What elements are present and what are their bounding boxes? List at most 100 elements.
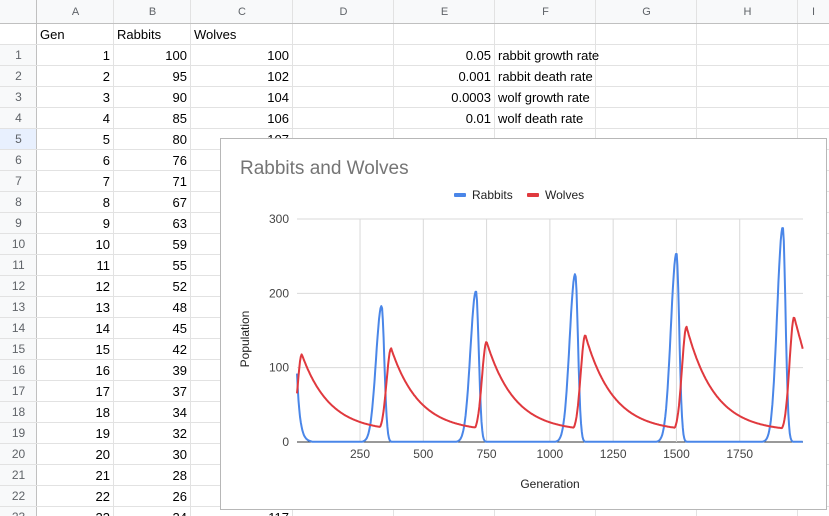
cell-gen[interactable]: 19 bbox=[95, 426, 110, 441]
cell-rabbits[interactable]: 24 bbox=[114, 507, 190, 516]
row-header[interactable]: 4 bbox=[0, 108, 37, 129]
row-header[interactable]: 3 bbox=[0, 87, 37, 108]
y-tick-label: 100 bbox=[269, 361, 289, 375]
cell-wolves[interactable]: 100 bbox=[267, 48, 289, 63]
cell-wolves[interactable]: 104 bbox=[267, 90, 289, 105]
cell-rabbits[interactable]: 26 bbox=[172, 489, 187, 504]
cell-wolves[interactable]: 102 bbox=[267, 69, 289, 84]
cell-rabbits[interactable]: 28 bbox=[172, 468, 187, 483]
row-header[interactable]: 10 bbox=[0, 234, 37, 255]
cell-rabbits[interactable]: 30 bbox=[172, 447, 187, 462]
cell-rabbits[interactable]: 100 bbox=[165, 48, 187, 63]
column-header-2[interactable]: B bbox=[114, 0, 191, 24]
cell-gen[interactable]: 3 bbox=[102, 90, 110, 105]
cell-gen[interactable]: 15 bbox=[95, 342, 110, 357]
cell-gen[interactable]: 18 bbox=[95, 405, 110, 420]
row-header[interactable]: 13 bbox=[0, 297, 37, 318]
row-header[interactable]: 7 bbox=[0, 171, 37, 192]
column-header-6[interactable]: F bbox=[495, 0, 596, 24]
cell-gen[interactable]: 17 bbox=[95, 384, 110, 399]
cell-gen[interactable]: 7 bbox=[102, 174, 110, 189]
row-header[interactable]: 9 bbox=[0, 213, 37, 234]
parameter-value[interactable]: 0.05 bbox=[465, 48, 491, 63]
select-all-corner[interactable] bbox=[0, 0, 37, 24]
cell-rabbits[interactable]: 71 bbox=[172, 174, 187, 189]
cell-rabbits[interactable]: 85 bbox=[172, 111, 187, 126]
cell-gen[interactable]: 23 bbox=[37, 507, 113, 516]
header-cell-wolves[interactable]: Wolves bbox=[194, 27, 237, 42]
cell-rabbits[interactable]: 37 bbox=[172, 384, 187, 399]
cell-gen[interactable]: 8 bbox=[102, 195, 110, 210]
cell-wolves[interactable]: 117 bbox=[191, 507, 292, 516]
cell-gen[interactable]: 21 bbox=[95, 468, 110, 483]
cell-gen[interactable]: 6 bbox=[102, 153, 110, 168]
row-header[interactable]: 17 bbox=[0, 381, 37, 402]
cell-gen[interactable]: 16 bbox=[95, 363, 110, 378]
cell-gen[interactable]: 12 bbox=[95, 279, 110, 294]
cell-rabbits[interactable]: 80 bbox=[172, 132, 187, 147]
header-cell-gen[interactable]: Gen bbox=[40, 27, 65, 42]
row-header[interactable]: 16 bbox=[0, 360, 37, 381]
line-chart[interactable]: Rabbits and Wolves Rabbits Wolves 0 100 20… bbox=[220, 138, 827, 510]
row-header[interactable]: 18 bbox=[0, 402, 37, 423]
cell-rabbits[interactable]: 52 bbox=[172, 279, 187, 294]
cell-gen[interactable]: 13 bbox=[95, 300, 110, 315]
cell-gen[interactable]: 20 bbox=[95, 447, 110, 462]
cell-rabbits[interactable]: 59 bbox=[172, 237, 187, 252]
cell-rabbits[interactable]: 32 bbox=[172, 426, 187, 441]
parameter-label[interactable]: wolf growth rate bbox=[498, 90, 590, 105]
cell-rabbits[interactable]: 63 bbox=[172, 216, 187, 231]
parameter-value[interactable]: 0.0003 bbox=[451, 90, 491, 105]
row-header[interactable]: 19 bbox=[0, 423, 37, 444]
row-header[interactable]: 20 bbox=[0, 444, 37, 465]
cell-rabbits[interactable]: 45 bbox=[172, 321, 187, 336]
cell-gen[interactable]: 2 bbox=[102, 69, 110, 84]
cell-rabbits[interactable]: 90 bbox=[172, 90, 187, 105]
row-header[interactable]: 15 bbox=[0, 339, 37, 360]
row-header[interactable]: 8 bbox=[0, 192, 37, 213]
cell-rabbits[interactable]: 95 bbox=[172, 69, 187, 84]
row-header[interactable]: 12 bbox=[0, 276, 37, 297]
series-line-wolves bbox=[296, 316, 804, 430]
cell-rabbits[interactable]: 67 bbox=[172, 195, 187, 210]
y-tick-label: 200 bbox=[269, 286, 289, 300]
cell-rabbits[interactable]: 48 bbox=[172, 300, 187, 315]
row-header[interactable]: 22 bbox=[0, 486, 37, 507]
row-header[interactable]: 1 bbox=[0, 45, 37, 66]
cell-rabbits[interactable]: 76 bbox=[172, 153, 187, 168]
header-cell-rabbits[interactable]: Rabbits bbox=[117, 27, 162, 42]
parameter-value[interactable]: 0.01 bbox=[465, 111, 491, 126]
cell-rabbits[interactable]: 34 bbox=[172, 405, 187, 420]
row-header[interactable]: 5 bbox=[0, 129, 37, 150]
cell-gen[interactable]: 11 bbox=[96, 258, 111, 273]
cell-gen[interactable]: 4 bbox=[102, 111, 110, 126]
column-header-5[interactable]: E bbox=[394, 0, 495, 24]
column-header-1[interactable]: A bbox=[37, 0, 114, 24]
cell-rabbits[interactable]: 39 bbox=[172, 363, 187, 378]
row-header[interactable]: 2 bbox=[0, 66, 37, 87]
parameter-label[interactable]: wolf death rate bbox=[498, 111, 584, 126]
cell-gen[interactable]: 5 bbox=[102, 132, 110, 147]
row-header[interactable]: 21 bbox=[0, 465, 37, 486]
column-header-7[interactable]: G bbox=[596, 0, 697, 24]
cell-gen[interactable]: 9 bbox=[102, 216, 110, 231]
row-header[interactable]: 11 bbox=[0, 255, 37, 276]
row-header[interactable]: 6 bbox=[0, 150, 37, 171]
parameter-value[interactable]: 0.001 bbox=[458, 69, 491, 84]
column-header-3[interactable]: C bbox=[191, 0, 293, 24]
column-header-9[interactable]: I bbox=[798, 0, 829, 24]
cell-rabbits[interactable]: 55 bbox=[172, 258, 187, 273]
parameter-label[interactable]: rabbit growth rate bbox=[498, 48, 600, 63]
cell-gen[interactable]: 10 bbox=[95, 237, 110, 252]
row-header[interactable]: 23 bbox=[0, 507, 37, 516]
column-header-4[interactable]: D bbox=[293, 0, 394, 24]
cell-wolves[interactable]: 106 bbox=[267, 111, 289, 126]
cell-rabbits[interactable]: 42 bbox=[172, 342, 187, 357]
column-header-8[interactable]: H bbox=[697, 0, 798, 24]
cell-gen[interactable]: 1 bbox=[102, 48, 110, 63]
column-gridline bbox=[190, 0, 191, 516]
parameter-label[interactable]: rabbit death rate bbox=[498, 69, 593, 84]
row-header[interactable]: 14 bbox=[0, 318, 37, 339]
cell-gen[interactable]: 14 bbox=[95, 321, 110, 336]
cell-gen[interactable]: 22 bbox=[95, 489, 110, 504]
